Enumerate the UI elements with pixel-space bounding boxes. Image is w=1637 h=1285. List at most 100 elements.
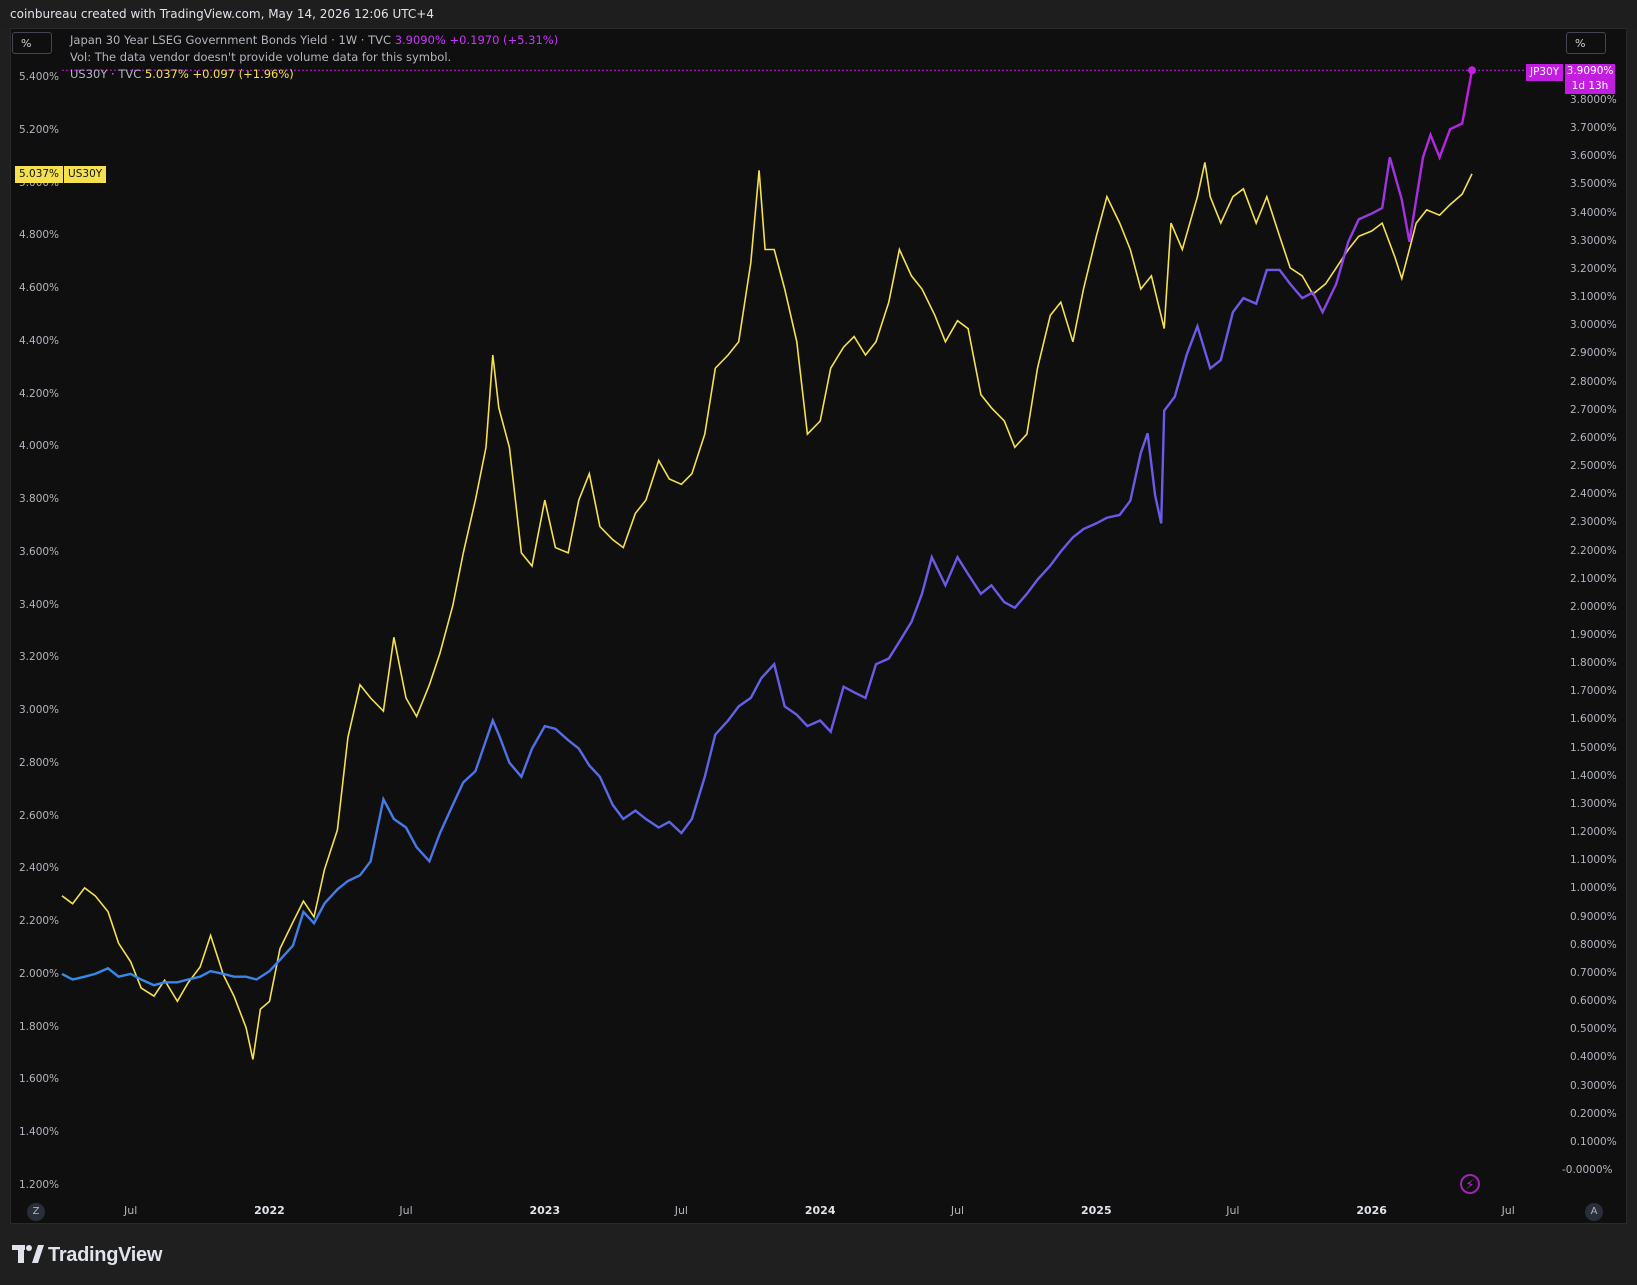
auto-scale-button[interactable]: A [1585, 1203, 1603, 1221]
attribution-bar: coinbureau created with TradingView.com,… [0, 0, 1637, 28]
jp30y-name-tag: JP30Y [1526, 64, 1564, 81]
left-axis-tick-label: 4.400% [19, 334, 60, 347]
us30y-title: US30Y · TVC [70, 67, 142, 81]
brand-name: TradingView [48, 1244, 163, 1266]
right-axis-tick-label: 2.8000% [1570, 375, 1617, 388]
right-axis-tick-label: 0.7000% [1570, 966, 1617, 979]
right-axis-tick-label: 2.7000% [1570, 403, 1617, 416]
us30y-change: +0.097 (+1.96%) [192, 67, 294, 81]
right-axis-tick-label: 0.8000% [1570, 938, 1617, 951]
us30y-tag-value: 5.037% [15, 166, 64, 183]
legend-us30y[interactable]: US30Y · TVC 5.037% +0.097 (+1.96%) [70, 66, 558, 83]
right-axis-tick-label: 1.0000% [1570, 882, 1617, 895]
left-axis-tick-label: 5.400% [19, 71, 60, 83]
time-axis-tick-label: Jul [1226, 1204, 1240, 1217]
us30y-last-value: 5.037% [144, 67, 189, 81]
left-axis-tick-label: 4.600% [19, 282, 60, 295]
zoom-label: Z [32, 1206, 40, 1217]
right-axis-tick-label: 1.4000% [1570, 769, 1617, 782]
right-axis-tick-label: 2.5000% [1570, 460, 1617, 473]
right-axis-tick-label: 0.1000% [1570, 1135, 1617, 1148]
right-axis-tick-label: 0.5000% [1570, 1023, 1617, 1036]
time-axis-tick-label: Jul [124, 1204, 138, 1217]
right-axis-tick-label: 3.6000% [1570, 150, 1617, 163]
left-axis-tick-label: 4.200% [19, 387, 60, 400]
chart-legend: Japan 30 Year LSEG Government Bonds Yiel… [70, 32, 558, 83]
right-axis-tick-label: 0.6000% [1570, 995, 1617, 1008]
left-axis-tick-label: 4.800% [19, 229, 60, 242]
left-axis-tick-label: 2.400% [19, 862, 60, 875]
right-axis-tick-label: 2.9000% [1570, 347, 1617, 360]
jp30y-title: Japan 30 Year LSEG Government Bonds Yiel… [70, 33, 392, 47]
right-axis-tick-label: 1.7000% [1570, 685, 1617, 698]
right-unit-label: % [1575, 37, 1586, 50]
right-axis-tick-label: 2.4000% [1570, 488, 1617, 501]
right-axis-tick-label: 2.1000% [1570, 572, 1617, 585]
right-axis-tick-label: 1.1000% [1570, 854, 1617, 867]
right-axis-tick-label: 1.6000% [1570, 713, 1617, 726]
left-axis-tick-label: 1.800% [19, 1020, 60, 1033]
legend-volume-note: Vol: The data vendor doesn't provide vol… [70, 49, 558, 66]
left-unit-label: % [21, 37, 32, 50]
time-axis-tick-label: 2025 [1080, 1204, 1112, 1217]
left-axis-tick-label: 3.000% [19, 704, 60, 717]
left-axis-tick-label: 3.400% [19, 598, 60, 611]
us30y-tag-name: US30Y [63, 166, 107, 183]
tradingview-logo-icon [12, 1245, 44, 1263]
right-axis-tick-label: 3.3000% [1570, 234, 1617, 247]
right-axis-tick-label: 0.9000% [1570, 910, 1617, 923]
left-axis-tick-label: 1.600% [19, 1073, 60, 1086]
left-axis-tick-label: 3.600% [19, 545, 60, 558]
tradingview-logo: TradingView [12, 1244, 162, 1267]
right-axis-tick-label: 1.8000% [1570, 657, 1617, 670]
left-axis-tick-label: 2.000% [19, 967, 60, 980]
left-scale-unit-button[interactable]: % [12, 32, 52, 54]
left-axis-tick-label: 1.400% [19, 1126, 60, 1139]
time-axis-tick-label: Jul [674, 1204, 688, 1217]
right-axis-tick-label: -0.0000% [1562, 1164, 1613, 1176]
time-axis-tick-label: 2024 [804, 1204, 836, 1217]
jp30y-tag-name: JP30Y [1530, 66, 1560, 78]
time-axis-tick-label: 2023 [529, 1204, 561, 1217]
time-axis-tick-label: 2026 [1356, 1204, 1387, 1217]
right-axis-tick-label: 3.0000% [1570, 319, 1617, 332]
time-axis-tick-label: 2022 [254, 1204, 285, 1217]
chart-frame[interactable] [10, 28, 1627, 1224]
jp30y-series-line [61, 70, 1474, 987]
left-axis-tick-label: 2.200% [19, 915, 60, 928]
right-axis-tick-label: 0.3000% [1570, 1079, 1617, 1092]
right-axis-tick-label: 2.3000% [1570, 516, 1617, 529]
jp30y-last-value: 3.9090% [394, 33, 446, 47]
time-axis-tick-label: Jul [950, 1204, 965, 1217]
time-axis-tick-label: Jul [1501, 1204, 1515, 1217]
right-axis-tick-label: 0.4000% [1570, 1051, 1617, 1064]
right-axis-tick-label: 1.2000% [1570, 826, 1617, 839]
left-axis-tick-label: 4.000% [19, 440, 60, 453]
left-axis-tick-label: 1.200% [19, 1179, 60, 1191]
us30y-price-tag: 5.037% US30Y [15, 166, 107, 183]
right-axis-tick-label: 3.2000% [1570, 262, 1617, 275]
jp30y-last-point [1468, 66, 1476, 75]
right-axis-tick-label: 2.0000% [1570, 600, 1617, 613]
right-axis-tick-label: 3.5000% [1570, 178, 1617, 191]
jp30y-countdown: 1d 13h [1571, 80, 1609, 92]
right-axis-tick-label: 0.2000% [1570, 1107, 1617, 1120]
attribution-text: coinbureau created with TradingView.com,… [10, 7, 434, 21]
right-scale-unit-button[interactable]: % [1566, 32, 1606, 54]
legend-jp30y[interactable]: Japan 30 Year LSEG Government Bonds Yiel… [70, 32, 558, 49]
zoom-toggle-button[interactable]: Z [27, 1203, 45, 1221]
us30y-series-line [61, 162, 1473, 1060]
time-axis-tick-label: Jul [399, 1204, 413, 1217]
left-axis-tick-label: 5.200% [19, 123, 60, 136]
lightning-icon[interactable]: ⚡ [1460, 1174, 1480, 1194]
right-axis-tick-label: 1.5000% [1570, 741, 1617, 754]
right-axis-tick-label: 2.6000% [1570, 431, 1617, 444]
right-axis-tick-label: 2.2000% [1570, 544, 1617, 557]
jp30y-change: +0.1970 (+5.31%) [449, 33, 559, 47]
jp30y-price-tag: 3.9090% 1d 13h [1565, 64, 1615, 94]
right-axis-tick-label: 3.8000% [1570, 94, 1617, 106]
left-axis-tick-label: 3.800% [19, 493, 60, 506]
volume-note-text: Vol: The data vendor doesn't provide vol… [70, 50, 452, 64]
jp30y-tag-value: 3.9090% [1566, 65, 1614, 77]
